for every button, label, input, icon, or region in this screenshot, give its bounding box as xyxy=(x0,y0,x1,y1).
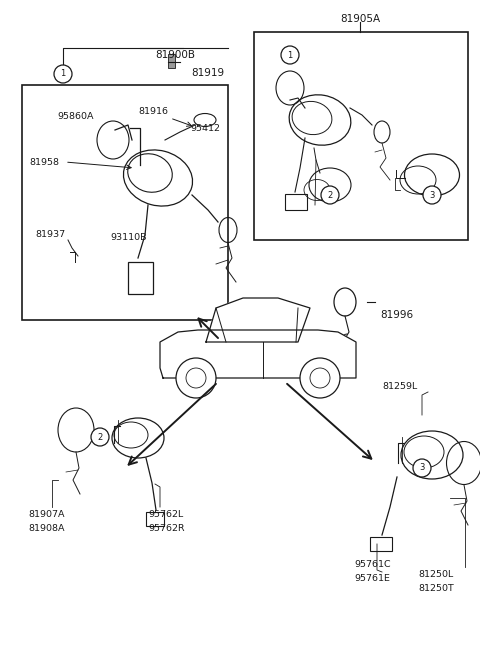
Polygon shape xyxy=(206,298,310,342)
Circle shape xyxy=(54,65,72,83)
Text: 81916: 81916 xyxy=(138,107,168,116)
Text: 3: 3 xyxy=(429,191,435,200)
Text: 2: 2 xyxy=(327,191,333,200)
Circle shape xyxy=(91,428,109,446)
Text: 81907A: 81907A xyxy=(28,510,64,519)
Circle shape xyxy=(413,459,431,477)
Text: 81919: 81919 xyxy=(191,68,224,78)
Bar xyxy=(285,194,307,210)
Text: 81259L: 81259L xyxy=(382,382,417,391)
Text: 1: 1 xyxy=(288,50,293,60)
Text: 81905A: 81905A xyxy=(340,14,380,24)
Text: 81908A: 81908A xyxy=(28,524,64,533)
Text: 81900B: 81900B xyxy=(155,50,195,60)
Bar xyxy=(128,262,153,294)
Text: 81958: 81958 xyxy=(29,158,59,167)
Circle shape xyxy=(176,358,216,398)
Text: 2: 2 xyxy=(97,432,103,441)
Circle shape xyxy=(423,186,441,204)
Bar xyxy=(146,512,164,526)
Bar xyxy=(168,54,175,68)
Text: 95860A: 95860A xyxy=(57,112,94,121)
Text: 95761E: 95761E xyxy=(354,574,390,583)
Circle shape xyxy=(300,358,340,398)
Text: 81937: 81937 xyxy=(35,230,65,239)
Text: 95762R: 95762R xyxy=(148,524,185,533)
Bar xyxy=(254,32,468,240)
Circle shape xyxy=(281,46,299,64)
Text: 81996: 81996 xyxy=(380,310,413,320)
Text: 95761C: 95761C xyxy=(354,560,391,569)
Polygon shape xyxy=(160,330,356,378)
Bar xyxy=(370,537,392,551)
Text: 3: 3 xyxy=(420,464,425,472)
Circle shape xyxy=(321,186,339,204)
Text: 81250T: 81250T xyxy=(418,584,454,593)
Text: 1: 1 xyxy=(60,69,66,79)
Text: 95762L: 95762L xyxy=(148,510,183,519)
Text: 95412: 95412 xyxy=(190,124,220,133)
Bar xyxy=(22,85,228,320)
Text: 81250L: 81250L xyxy=(418,570,453,579)
Text: 93110B: 93110B xyxy=(110,233,146,242)
